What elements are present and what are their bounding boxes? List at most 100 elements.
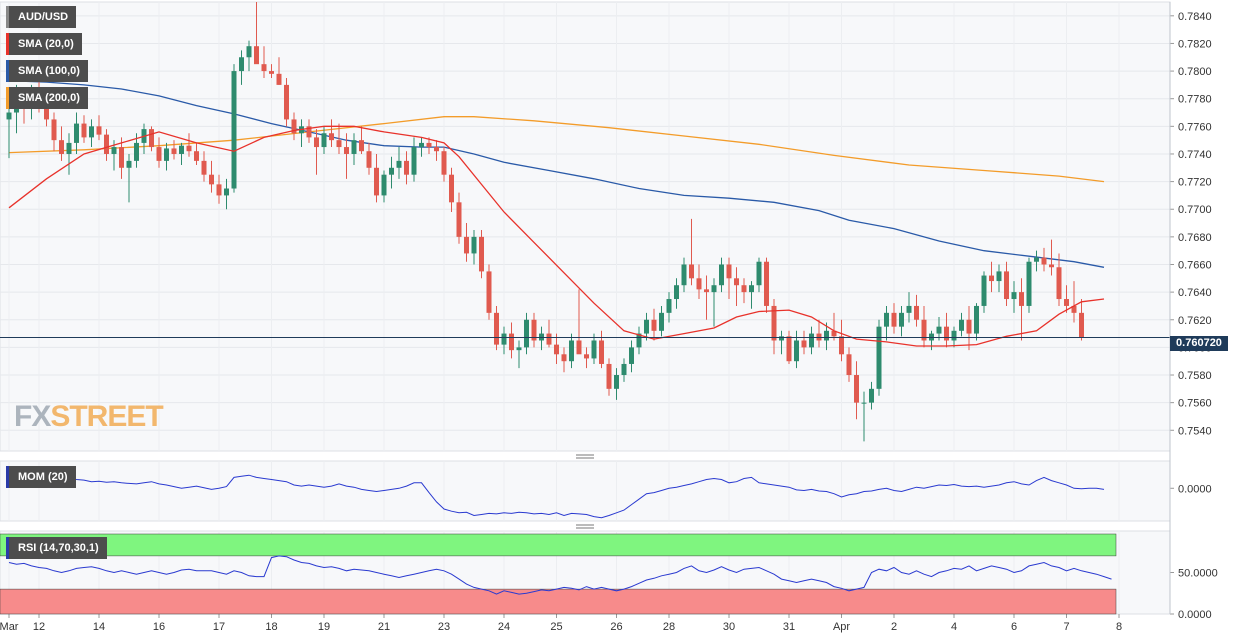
x-tick-label: Apr xyxy=(833,621,850,633)
candle-body xyxy=(486,271,492,313)
y-tick-label: 0.7560 xyxy=(1178,398,1212,410)
candle-body xyxy=(366,151,372,168)
candle-body xyxy=(876,326,882,389)
candle-body xyxy=(771,305,777,341)
y-tick-label: 0.7700 xyxy=(1178,204,1212,216)
fxstreet-logo: FXSTREET xyxy=(14,400,164,433)
candle-body xyxy=(621,363,627,376)
candle-body xyxy=(501,333,507,345)
x-tick-label: 25 xyxy=(550,621,562,633)
candle-body xyxy=(441,151,447,175)
candle-body xyxy=(576,340,582,355)
candle-body xyxy=(224,188,229,196)
candle-body xyxy=(831,330,837,337)
x-tick-label: 14 xyxy=(93,621,105,633)
candle-body xyxy=(681,264,687,286)
candle-body xyxy=(974,305,979,334)
candle-body xyxy=(156,147,162,161)
rsi-tag[interactable]: RSI (14,70,30,1) xyxy=(6,537,107,559)
momentum-tag[interactable]: MOM (20) xyxy=(6,466,76,488)
candle-body xyxy=(81,123,87,138)
candle-body xyxy=(996,271,1002,282)
candle-body xyxy=(809,333,814,348)
y-tick-label: 0.7640 xyxy=(1178,287,1212,299)
rsi-oversold-zone xyxy=(0,588,1117,615)
candle-body xyxy=(186,145,192,152)
candle-body xyxy=(989,275,994,282)
candle-body xyxy=(1019,292,1024,306)
candle-body xyxy=(884,312,889,327)
candle-body xyxy=(749,285,754,293)
rsi-overbought-zone xyxy=(0,533,1117,557)
y-tick-label: 0.7540 xyxy=(1178,425,1212,437)
candle-body xyxy=(726,264,732,279)
x-tick-label: 28 xyxy=(663,621,675,633)
candle-body xyxy=(944,326,949,341)
x-tick-label: 6 xyxy=(1011,621,1017,633)
candle-body xyxy=(1056,267,1062,300)
candle-body xyxy=(329,133,334,141)
candle-body xyxy=(794,340,799,362)
candle-body xyxy=(756,261,762,286)
candle-body xyxy=(509,333,514,351)
candle-body xyxy=(764,261,769,306)
candle-body xyxy=(96,126,102,135)
candle-body xyxy=(1026,261,1032,306)
candle-body xyxy=(134,142,139,161)
sma20-tag[interactable]: SMA (20,0) xyxy=(6,33,82,55)
candle-body xyxy=(914,305,919,320)
y-tick-label: 0.7680 xyxy=(1178,232,1212,244)
momentum-line xyxy=(8,470,1105,519)
x-tick-label: 19 xyxy=(318,621,330,633)
candle-body xyxy=(711,285,717,293)
candle-body xyxy=(1079,312,1084,338)
candle-body xyxy=(464,236,469,254)
candle-body xyxy=(149,129,154,148)
candle-body xyxy=(254,46,259,65)
candle-body xyxy=(344,147,349,154)
candle-body xyxy=(779,336,784,341)
symbol-tag[interactable]: AUD/USD xyxy=(6,6,77,28)
candle-body xyxy=(689,264,694,279)
candle-body xyxy=(546,333,552,345)
candle-body xyxy=(801,340,807,348)
candle-body xyxy=(516,347,522,351)
candle-body xyxy=(569,340,574,362)
candle-body xyxy=(471,236,477,254)
rsi-y-tick-label: 50.0000 xyxy=(1178,568,1218,580)
candle-body xyxy=(216,184,222,196)
candle-body xyxy=(854,375,859,403)
x-tick-label: 16 xyxy=(153,621,165,633)
candle-body xyxy=(696,278,702,290)
candle-body xyxy=(719,264,724,286)
candle-body xyxy=(314,137,319,148)
candle-body xyxy=(246,46,252,58)
candle-body xyxy=(554,344,559,355)
sma200-label: SMA (200,0) xyxy=(18,92,80,104)
candle-body xyxy=(839,336,844,355)
sma100-label: SMA (100,0) xyxy=(18,65,80,77)
x-tick-label: Mar xyxy=(0,621,19,633)
candle-body xyxy=(966,319,972,334)
sma200-tag[interactable]: SMA (200,0) xyxy=(6,87,88,109)
y-tick-label: 0.7580 xyxy=(1178,370,1212,382)
current-price-label: 0.760720 xyxy=(1170,336,1228,351)
candle-body xyxy=(906,305,912,313)
candle-body xyxy=(741,285,747,293)
candle-body xyxy=(674,285,679,300)
candle-body xyxy=(449,174,454,203)
candle-body xyxy=(629,347,634,364)
candle-body xyxy=(861,402,867,404)
candle-body xyxy=(891,312,897,327)
sma200-line xyxy=(8,116,1105,183)
y-tick-label: 0.7840 xyxy=(1178,11,1212,23)
x-tick-label: 31 xyxy=(783,621,795,633)
candle-body xyxy=(239,57,244,72)
sma100-line xyxy=(8,80,1105,268)
candle-body xyxy=(381,174,387,196)
candle-body xyxy=(59,140,64,154)
candle-body xyxy=(306,126,312,138)
candle-body xyxy=(291,119,297,134)
candle-body xyxy=(606,363,612,389)
sma100-tag[interactable]: SMA (100,0) xyxy=(6,60,88,82)
